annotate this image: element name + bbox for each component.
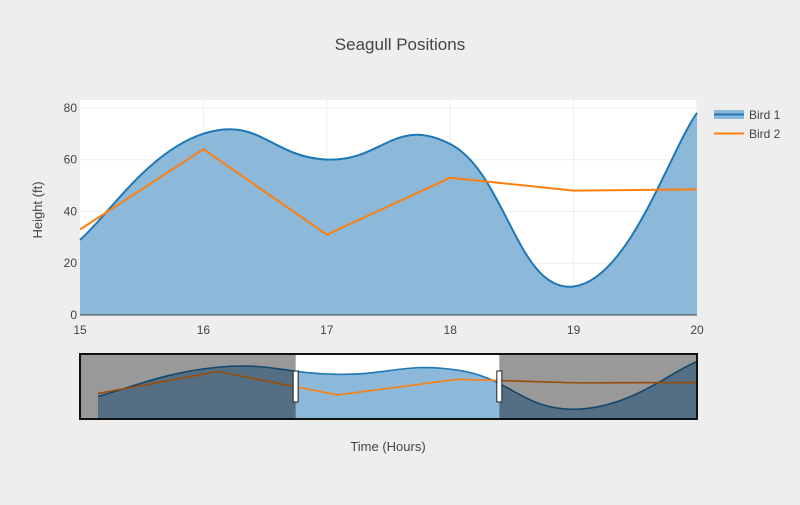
slider-series — [97, 360, 698, 419]
legend-item-bird-2[interactable]: Bird 2 — [714, 127, 781, 141]
y-tick-label: 40 — [64, 204, 78, 218]
x-axis-label: Time (Hours) — [350, 439, 425, 454]
series-bird-1-line — [79, 112, 698, 288]
legend-item-bird-1[interactable]: Bird 1 — [714, 108, 781, 122]
slider-handle-right[interactable] — [496, 370, 503, 403]
slider-series-bird-1-line — [97, 360, 698, 410]
series-layer — [79, 112, 698, 315]
x-tick-label: 16 — [197, 323, 211, 337]
slider-series-bird-1-area — [97, 361, 697, 419]
x-tick-label: 17 — [320, 323, 334, 337]
range-slider[interactable] — [79, 353, 698, 420]
y-tick-label: 0 — [70, 308, 77, 322]
slider-mask-right — [499, 354, 697, 419]
y-tick-label: 60 — [64, 153, 78, 167]
x-tick-label: 19 — [567, 323, 581, 337]
main-plot[interactable]: 15 16 17 18 19 20 0 20 40 60 80 — [64, 100, 704, 337]
y-tick-label: 80 — [64, 101, 78, 115]
legend-label-bird-1: Bird 1 — [749, 108, 781, 122]
series-bird-1-area — [80, 112, 697, 315]
x-tick-label: 18 — [444, 323, 458, 337]
x-tick-label: 15 — [73, 323, 87, 337]
legend[interactable]: Bird 1 Bird 2 — [714, 108, 781, 141]
x-tick-label: 20 — [690, 323, 704, 337]
slider-series-bird-2-line — [97, 370, 698, 396]
legend-label-bird-2: Bird 2 — [749, 127, 781, 141]
slider-mask-left — [80, 354, 296, 419]
series-bird-2-line — [79, 148, 698, 236]
y-axis-label: Height (ft) — [30, 181, 45, 238]
slider-handle-left[interactable] — [292, 370, 299, 403]
slider-border — [79, 353, 698, 420]
axes: 15 16 17 18 19 20 0 20 40 60 80 — [64, 101, 704, 337]
y-tick-label: 20 — [64, 256, 78, 270]
chart-title: Seagull Positions — [335, 35, 465, 54]
